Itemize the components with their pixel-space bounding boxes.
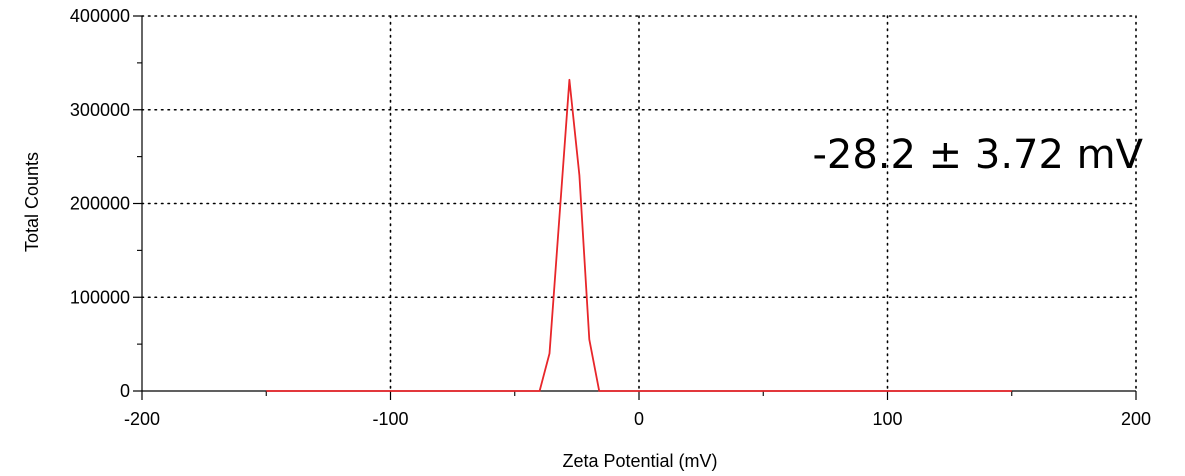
y-tick-label: 0 <box>120 381 130 401</box>
x-axis-title: Zeta Potential (mV) <box>562 451 717 471</box>
y-axis-title: Total Counts <box>22 152 42 252</box>
x-tick-label: 100 <box>872 409 902 429</box>
zeta-distribution-line <box>266 78 1012 392</box>
y-tick-label: 100000 <box>70 287 130 307</box>
ticks-layer: 0 100000 200000 300000 400000 -200 -100 0 100 200 <box>70 6 1151 429</box>
y-tick-label: 400000 <box>70 6 130 26</box>
y-tick-label: 300000 <box>70 100 130 120</box>
grid-layer <box>141 15 1137 392</box>
x-tick-label: 0 <box>634 409 644 429</box>
zeta-potential-annotation: -28.2 ± 3.72 mV <box>812 132 1143 178</box>
x-tick-label: -200 <box>124 409 160 429</box>
y-tick-label: 200000 <box>70 194 130 214</box>
x-tick-label: -100 <box>372 409 408 429</box>
x-tick-label: 200 <box>1121 409 1151 429</box>
series-layer <box>266 78 1012 392</box>
